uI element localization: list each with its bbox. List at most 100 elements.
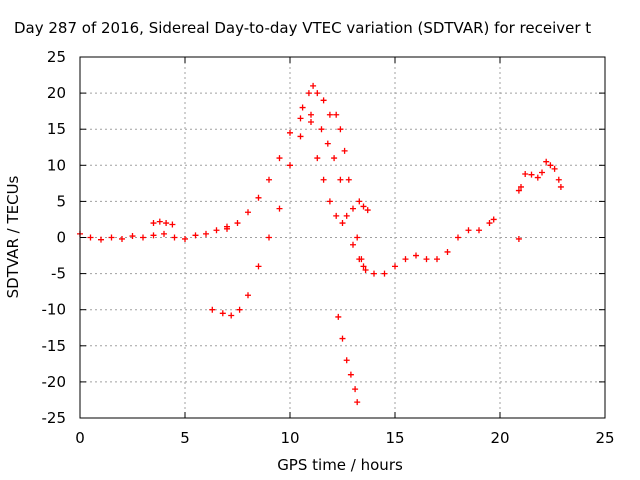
data-point bbox=[333, 111, 340, 118]
data-point bbox=[343, 212, 350, 219]
data-point bbox=[266, 234, 272, 241]
y-tick-label: 20 bbox=[47, 84, 66, 102]
data-point bbox=[299, 104, 306, 111]
data-point bbox=[515, 187, 522, 194]
series-baseline-0-7h bbox=[77, 225, 230, 243]
data-point bbox=[287, 129, 293, 136]
data-point bbox=[161, 230, 167, 237]
series-decline-1 bbox=[318, 126, 369, 273]
data-point bbox=[236, 306, 243, 313]
data-point bbox=[423, 256, 430, 263]
data-point bbox=[434, 256, 440, 263]
y-tick-label: -15 bbox=[42, 337, 67, 355]
data-point bbox=[337, 126, 344, 133]
data-point bbox=[543, 158, 550, 165]
data-point bbox=[350, 205, 356, 212]
data-point bbox=[339, 220, 346, 227]
x-axis-label: GPS time / hours bbox=[277, 456, 403, 474]
data-point bbox=[182, 235, 188, 242]
data-point bbox=[314, 155, 321, 162]
data-point bbox=[551, 165, 558, 172]
series-bump-3.5-4.5h bbox=[150, 218, 176, 228]
data-point bbox=[308, 118, 314, 125]
y-tick-label: -20 bbox=[42, 373, 67, 391]
data-point bbox=[119, 235, 125, 242]
data-point bbox=[356, 198, 363, 205]
data-point bbox=[308, 111, 314, 118]
data-point bbox=[320, 176, 327, 183]
data-point bbox=[255, 194, 262, 201]
data-point bbox=[534, 174, 541, 181]
data-point bbox=[108, 234, 115, 241]
data-point bbox=[354, 234, 361, 241]
y-axis-label: SDTVAR / TECUs bbox=[4, 175, 22, 298]
data-point bbox=[213, 227, 220, 234]
data-point bbox=[402, 256, 409, 263]
y-tick-label: 15 bbox=[47, 120, 66, 138]
x-tick-label: 0 bbox=[75, 429, 85, 447]
data-point bbox=[276, 155, 283, 162]
data-point bbox=[326, 111, 333, 118]
data-point bbox=[156, 218, 163, 225]
data-point bbox=[209, 306, 216, 313]
data-point bbox=[98, 236, 104, 243]
y-tick-label: 0 bbox=[56, 229, 66, 247]
data-point bbox=[163, 220, 170, 227]
series-rise-17-19.7h bbox=[434, 216, 497, 263]
series-cluster-13.5h bbox=[356, 198, 371, 214]
data-point bbox=[333, 212, 340, 219]
data-point bbox=[486, 220, 493, 227]
data-point bbox=[335, 313, 342, 320]
data-point bbox=[354, 399, 361, 406]
data-point bbox=[129, 233, 136, 240]
data-point bbox=[371, 270, 377, 277]
data-point bbox=[228, 312, 235, 319]
series-rise-upper bbox=[224, 111, 314, 230]
data-point bbox=[234, 220, 241, 227]
data-point bbox=[364, 207, 371, 214]
data-point bbox=[350, 241, 356, 248]
series-outliers-20.9h bbox=[515, 183, 524, 242]
data-point bbox=[266, 176, 272, 183]
data-point bbox=[324, 140, 331, 147]
series-decline-2 bbox=[314, 155, 346, 227]
x-tick-label: 15 bbox=[385, 429, 404, 447]
data-point bbox=[358, 256, 365, 263]
data-point bbox=[392, 263, 398, 270]
data-point bbox=[331, 155, 338, 162]
data-point bbox=[245, 292, 251, 299]
data-point bbox=[287, 162, 293, 169]
data-point bbox=[381, 270, 388, 277]
data-point bbox=[352, 386, 359, 393]
data-point bbox=[476, 227, 482, 234]
data-point bbox=[87, 234, 94, 241]
data-point bbox=[362, 266, 369, 273]
data-point bbox=[518, 183, 524, 190]
data-point bbox=[150, 220, 157, 227]
data-point bbox=[140, 234, 146, 241]
data-point bbox=[255, 263, 262, 270]
data-point bbox=[539, 169, 545, 176]
grid bbox=[80, 57, 605, 418]
data-point bbox=[547, 162, 554, 169]
data-point bbox=[444, 248, 451, 255]
x-tick-label: 5 bbox=[180, 429, 190, 447]
y-tick-label: -5 bbox=[51, 265, 66, 283]
data-point bbox=[339, 335, 346, 342]
y-tick-label: 25 bbox=[47, 48, 66, 66]
x-tick-label: 20 bbox=[490, 429, 509, 447]
data-point bbox=[347, 371, 354, 378]
series-drop-12.3-13.2h bbox=[335, 313, 361, 406]
y-tick-label: 5 bbox=[56, 192, 66, 210]
data-point bbox=[314, 90, 321, 97]
data-point bbox=[203, 230, 209, 237]
x-tick-label: 10 bbox=[280, 429, 299, 447]
data-points bbox=[77, 82, 564, 406]
series-rise-lower bbox=[209, 118, 314, 319]
data-point bbox=[171, 234, 178, 241]
data-point bbox=[320, 97, 327, 104]
data-point bbox=[345, 176, 352, 183]
axis-ticks: 0 5 10 15 20 25 25 20 15 10 5 0 -5 -10 -15 -20 -25 bbox=[42, 48, 615, 447]
series-valley-13.5-16.5h bbox=[360, 252, 430, 277]
